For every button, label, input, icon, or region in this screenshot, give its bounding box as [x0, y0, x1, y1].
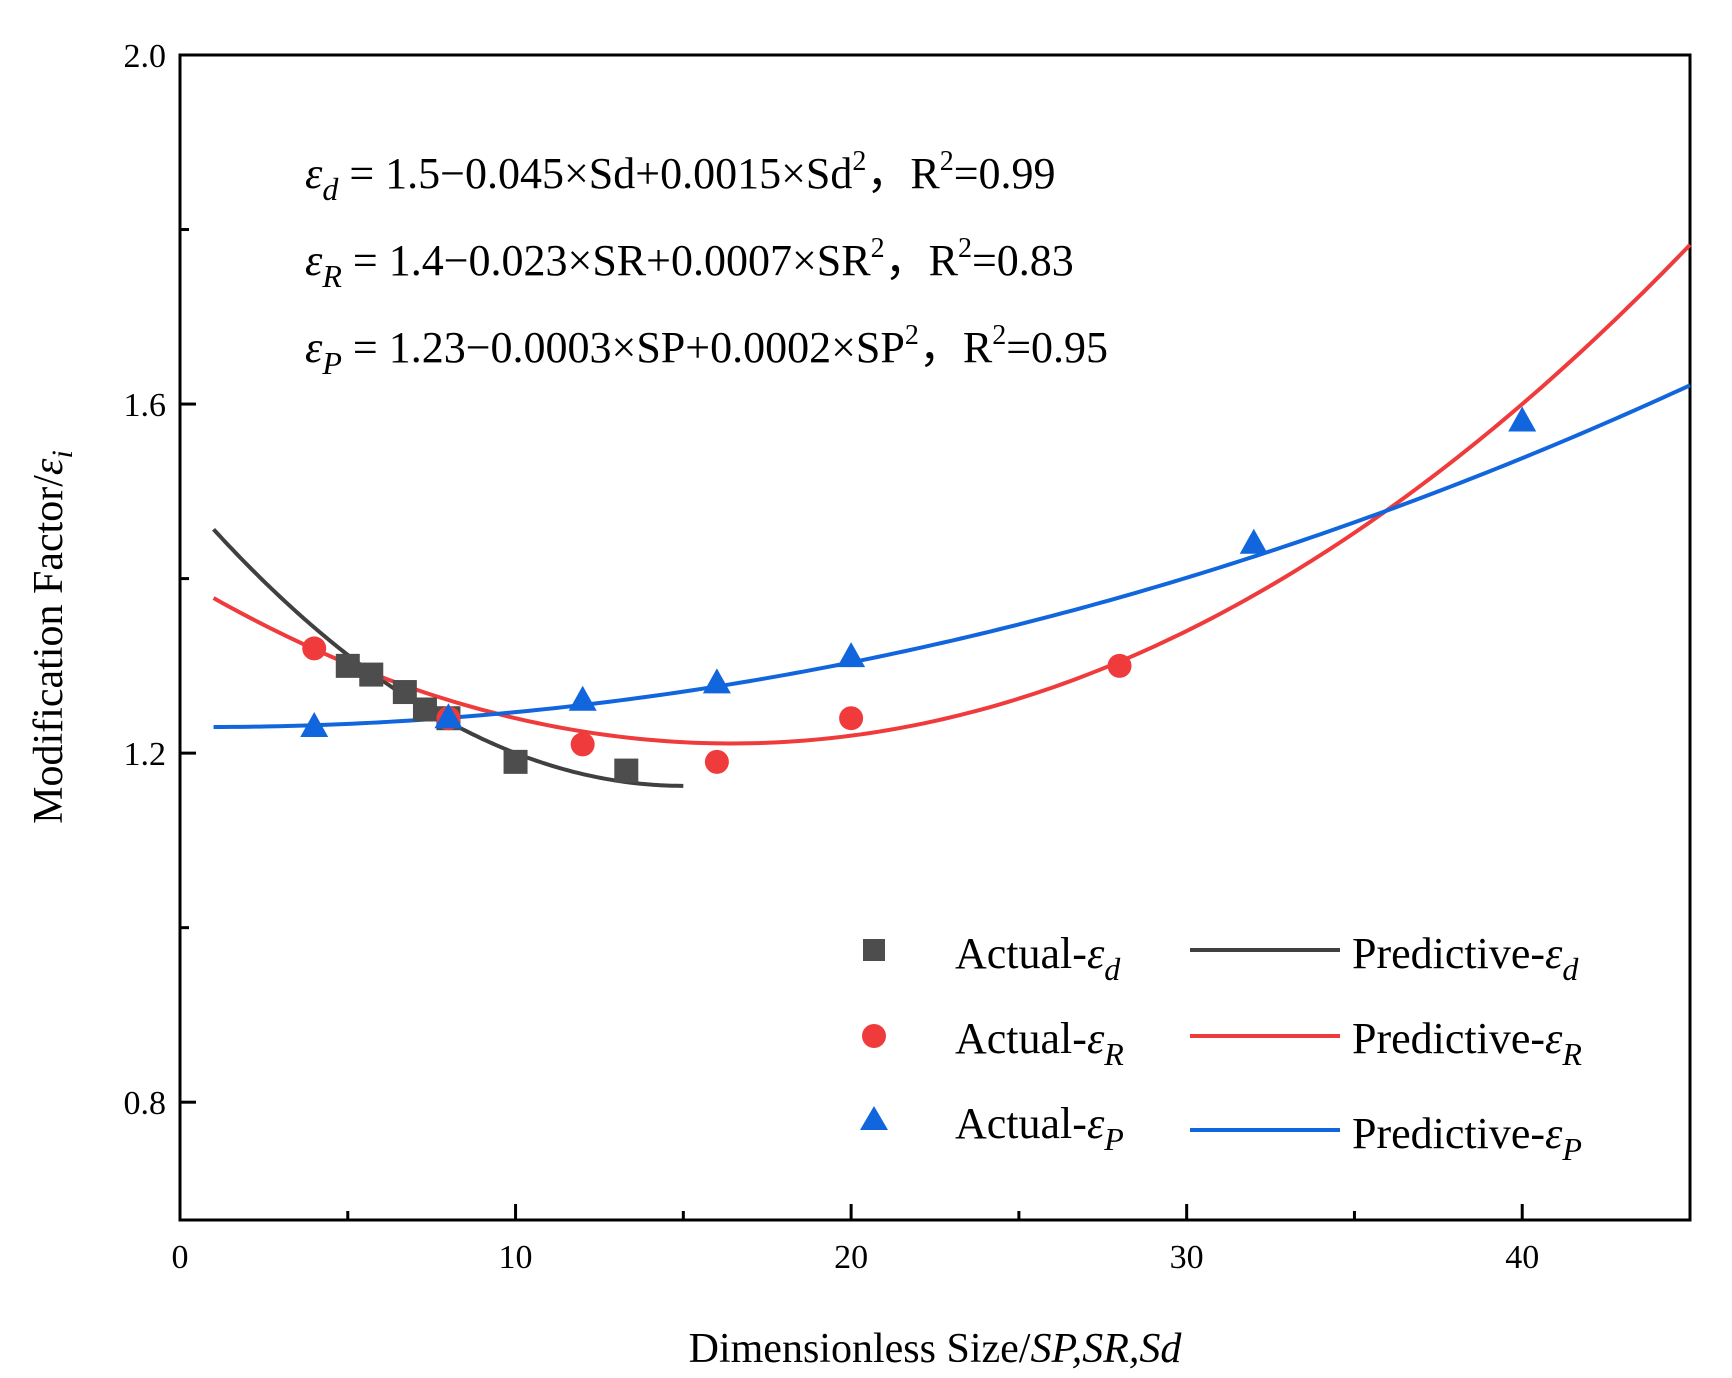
axis-ticks	[178, 53, 1524, 1220]
fit-curve-P	[213, 383, 1691, 730]
y-tick-label: 2.0	[124, 38, 167, 75]
y-tick-label: 1.6	[124, 387, 167, 424]
legend-marker-d	[863, 939, 885, 961]
y-axis-title: Modification Factor/εi	[26, 450, 79, 824]
legend-label-actual-R: Actual-εR	[955, 1014, 1124, 1072]
marker-actual-d	[392, 680, 417, 705]
marker-actual-d	[335, 653, 360, 678]
x-axis-title: Dimensionless Size/SP,SR,Sd	[689, 1326, 1183, 1372]
legend-label-predictive-d: Predictive-εd	[1352, 929, 1579, 987]
y-tick-label: 1.2	[124, 736, 167, 773]
marker-actual-R	[839, 706, 864, 731]
x-tick-label: 0	[172, 1239, 189, 1276]
equation-block: εd = 1.5−0.045×Sd+0.0015×Sd2，R2=0.99 εR …	[305, 146, 1108, 381]
marker-actual-R	[1107, 653, 1132, 678]
legend-marker-P	[860, 1106, 888, 1130]
equation-d: εd = 1.5−0.045×Sd+0.0015×Sd2，R2=0.99	[305, 146, 1056, 207]
legend: Actual-εd Predictive-εd Actual-εR Predic…	[860, 929, 1582, 1167]
marker-actual-R	[570, 732, 595, 757]
marker-actual-P	[568, 685, 597, 711]
marker-actual-d	[503, 749, 528, 774]
plot-frame	[178, 53, 1692, 1222]
marker-actual-d	[412, 697, 437, 722]
marker-actual-P	[434, 703, 463, 729]
y-tick-label: 0.8	[124, 1085, 167, 1122]
legend-label-actual-P: Actual-εP	[955, 1099, 1124, 1157]
marker-actual-P	[837, 642, 866, 668]
fit-curve-R	[212, 243, 1692, 746]
equation-R: εR = 1.4−0.023×SR+0.0007×SR2，R2=0.83	[305, 233, 1074, 294]
marker-actual-R	[302, 636, 327, 661]
legend-label-actual-d: Actual-εd	[955, 929, 1121, 987]
data-markers	[300, 406, 1537, 783]
legend-label-predictive-R: Predictive-εR	[1352, 1014, 1582, 1072]
marker-actual-P	[300, 711, 329, 737]
marker-actual-P	[1239, 528, 1268, 554]
fit-curve-d	[212, 527, 684, 788]
marker-actual-R	[704, 749, 729, 774]
marker-actual-P	[1508, 406, 1537, 432]
marker-actual-P	[702, 668, 731, 694]
marker-actual-d	[614, 758, 639, 783]
legend-label-predictive-P: Predictive-εP	[1352, 1109, 1582, 1167]
legend-marker-R	[862, 1024, 886, 1048]
axis-tick-labels: 0 10 20 30 40 0.8 1.2 1.6 2.0	[124, 38, 1540, 1276]
marker-actual-d	[359, 662, 384, 687]
x-tick-label: 30	[1170, 1239, 1204, 1276]
x-tick-label: 40	[1505, 1239, 1539, 1276]
x-tick-label: 20	[834, 1239, 868, 1276]
equation-P: εP = 1.23−0.0003×SP+0.0002×SP2，R2=0.95	[305, 320, 1108, 381]
x-tick-label: 10	[499, 1239, 533, 1276]
